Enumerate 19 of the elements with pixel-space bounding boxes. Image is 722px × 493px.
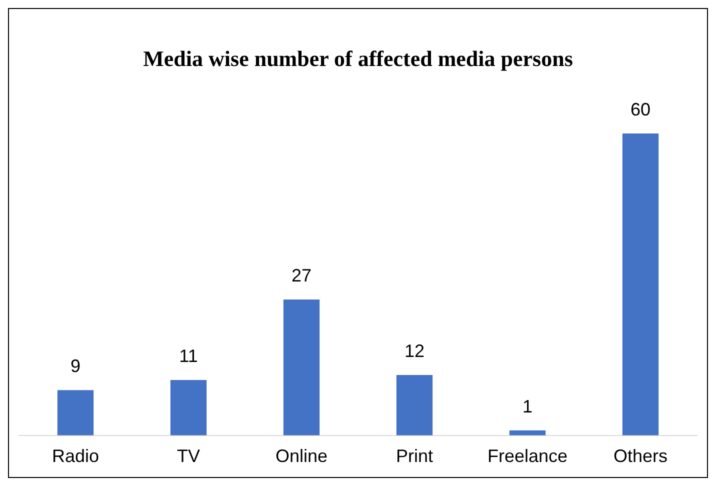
data-label: 12 xyxy=(404,340,425,361)
x-tick-label: Online xyxy=(275,446,328,466)
x-tick-label: Others xyxy=(613,446,668,466)
bar xyxy=(622,133,659,436)
bar xyxy=(170,380,207,436)
chart-frame: Media wise number of affected media persons Radio TV Online Print Freelance Others 9 11 27 12 1 60 xyxy=(8,8,708,478)
bar xyxy=(57,390,94,436)
bar xyxy=(283,300,320,436)
x-tick-label: TV xyxy=(176,446,200,466)
x-tick-label: Freelance xyxy=(487,446,568,466)
data-label: 1 xyxy=(522,396,533,416)
x-tick-label: Print xyxy=(396,446,434,466)
x-tick-label: Radio xyxy=(52,446,100,466)
data-label: 60 xyxy=(630,99,651,120)
data-label: 11 xyxy=(179,346,198,366)
bar xyxy=(396,375,433,436)
data-label: 27 xyxy=(291,265,312,286)
chart-title: Media wise number of affected media persons xyxy=(143,46,574,71)
data-label: 9 xyxy=(70,356,81,376)
